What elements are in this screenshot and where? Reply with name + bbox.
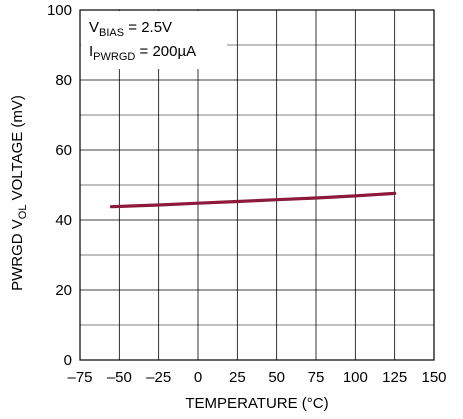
- y-axis-label-post: VOLTAGE (mV): [9, 95, 26, 204]
- x-tick-label: 25: [229, 369, 246, 386]
- x-tick-label: 150: [421, 369, 446, 386]
- y-tick-label: 20: [55, 282, 72, 299]
- y-axis-label-pre: PWRGD V: [9, 219, 26, 291]
- annotation-vbias: VBIAS = 2.5V: [89, 19, 172, 39]
- annotation-vbias-main: V: [89, 19, 99, 36]
- plot-frame: [79, 9, 435, 361]
- x-tick-label: 75: [308, 369, 325, 386]
- y-tick-labels: 0 20 40 60 80 100: [47, 2, 72, 369]
- x-axis-label: TEMPERATURE (°C): [185, 395, 328, 412]
- series-line: [109, 191, 397, 209]
- annotation-vbias-rest: = 2.5V: [124, 19, 172, 36]
- series-layer: [109, 191, 397, 209]
- y-axis-label: PWRGD VOL VOLTAGE (mV): [9, 95, 29, 291]
- x-tick-label: –50: [107, 369, 132, 386]
- x-tick-labels: –75 –50 –25 0 25 50 75 100 125 150: [67, 369, 446, 386]
- x-tick-label: 0: [194, 369, 202, 386]
- annotation-ipwrgd-main: I: [89, 43, 93, 60]
- y-tick-label: 0: [64, 352, 72, 369]
- annotation-ipwrgd: IPWRGD = 200µA: [89, 43, 196, 63]
- y-tick-label: 60: [55, 142, 72, 159]
- x-tick-label: 100: [343, 369, 368, 386]
- annotation-background: [81, 11, 227, 69]
- annotation-box: VBIAS = 2.5V IPWRGD = 200µA: [81, 11, 227, 69]
- y-tick-label: 80: [55, 72, 72, 89]
- grid: [80, 10, 434, 360]
- annotation-vbias-sub: BIAS: [99, 27, 124, 39]
- annotation-ipwrgd-rest: = 200µA: [135, 43, 196, 60]
- y-tick-label: 40: [55, 212, 72, 229]
- x-tick-label: –75: [67, 369, 92, 386]
- x-tick-label: –25: [146, 369, 171, 386]
- x-tick-label: 125: [382, 369, 407, 386]
- x-tick-label: 50: [268, 369, 285, 386]
- annotation-ipwrgd-sub: PWRGD: [93, 51, 135, 63]
- y-tick-label: 100: [47, 2, 72, 19]
- y-axis-label-sub: OL: [17, 205, 29, 220]
